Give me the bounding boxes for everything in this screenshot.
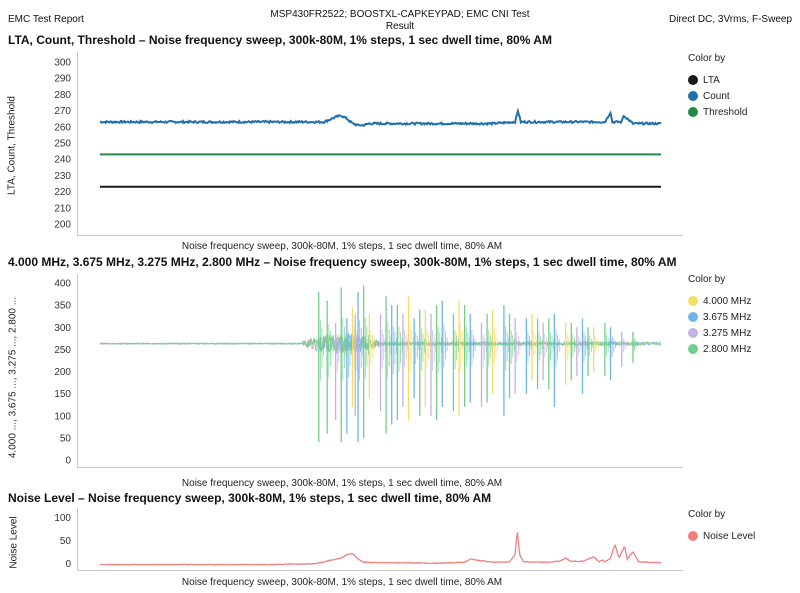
- chart3-title: Noise Level – Noise frequency sweep, 300…: [8, 491, 492, 505]
- chart1-y-tick-300: 300: [54, 58, 71, 69]
- chart2-legend-swatch: [688, 328, 698, 338]
- chart1-y-axis-label: LTA, Count, Threshold: [6, 96, 18, 195]
- chart2-y-tick-50: 50: [60, 433, 72, 444]
- chart1-legend-item[interactable]: Threshold: [688, 104, 747, 120]
- chart3-legend-item[interactable]: Noise Level: [688, 528, 755, 544]
- chart2-y-tick-0: 0: [65, 456, 71, 467]
- chart3-y-tick-0: 0: [65, 559, 71, 570]
- chart1-y-tick-250: 250: [54, 139, 71, 150]
- chart1-legend-swatch: [688, 107, 698, 117]
- chart1-y-tick-280: 280: [54, 90, 71, 101]
- chart2-legend-item[interactable]: 3.675 MHz: [688, 309, 751, 325]
- chart3-x-axis-label: Noise frequency sweep, 300k-80M, 1% step…: [181, 577, 503, 588]
- chart1-legend-title: Color by: [688, 53, 726, 64]
- chart2-legend-swatch: [688, 296, 698, 306]
- chart2-y-tick-150: 150: [54, 389, 71, 400]
- chart3-legend: Color by Noise Level: [688, 509, 755, 544]
- chart1-legend-swatch: [688, 75, 698, 85]
- chart2-plot-area: 0 50 100 150 200 250 300 350 400: [54, 274, 683, 468]
- chart1-y-tick-260: 260: [54, 122, 71, 133]
- chart1-y-tick-230: 230: [54, 171, 71, 182]
- chart2-y-tick-300: 300: [54, 323, 71, 334]
- chart1-legend-label: Count: [703, 90, 730, 102]
- chart2-y-tick-350: 350: [54, 301, 71, 312]
- chart2-legend-label: 2.800 MHz: [703, 343, 752, 355]
- chart1-legend-item[interactable]: Count: [688, 88, 747, 104]
- chart2-legend-swatch: [688, 344, 698, 354]
- chart3-plot-area: 0 50 100: [54, 508, 683, 571]
- chart2-legend-title: Color by: [688, 274, 726, 285]
- chart3-series-noise-level-line: [99, 532, 662, 566]
- chart1-legend-swatch: [688, 91, 698, 101]
- chart3-y-tick-50: 50: [60, 536, 72, 547]
- chart1-y-tick-200: 200: [54, 220, 71, 231]
- subtitle-line-2: Result: [385, 21, 415, 32]
- chart2-y-tick-200: 200: [54, 367, 71, 378]
- report-title: EMC Test Report: [8, 14, 84, 25]
- chart1-x-axis-label: Noise frequency sweep, 300k-80M, 1% step…: [181, 241, 503, 252]
- chart1-legend-item[interactable]: LTA: [688, 72, 747, 88]
- chart3-legend-label: Noise Level: [703, 530, 756, 542]
- chart1-y-tick-220: 220: [54, 187, 71, 198]
- chart2-y-tick-250: 250: [54, 345, 71, 356]
- chart2-svg: 0 50 100 150 200 250 300 350 400: [54, 279, 662, 467]
- chart3-y-tick-100: 100: [54, 513, 71, 524]
- chart2-legend-label: 4.000 MHz: [703, 295, 752, 307]
- subtitle-line-1: MSP430FR2522; BOOSTXL-CAPKEYPAD; EMC CNI…: [270, 9, 530, 20]
- chart1-legend-label: LTA: [703, 74, 720, 86]
- chart1-y-tick-240: 240: [54, 155, 71, 166]
- chart1-legend-label: Threshold: [703, 106, 748, 118]
- chart2-legend-item[interactable]: 3.275 MHz: [688, 325, 751, 341]
- chart2-legend: Color by 4.000 MHz 3.675 MHz 3.275 MHz 2.800…: [688, 274, 751, 357]
- chart3-y-axis-label: Noise Level: [8, 516, 20, 569]
- chart2-legend-item[interactable]: 2.800 MHz: [688, 341, 751, 357]
- chart1-y-tick-290: 290: [54, 74, 71, 85]
- chart1-y-tick-210: 210: [54, 203, 71, 214]
- chart1-plot-area: 200 210 220 230 240 250 260 270 280 290 300: [54, 52, 683, 236]
- chart1-svg: 200 210 220 230 240 250 260 270 280 290 300: [54, 58, 662, 231]
- chart2-y-tick-100: 100: [54, 411, 71, 422]
- chart1-y-tick-270: 270: [54, 106, 71, 117]
- chart2-legend-swatch: [688, 312, 698, 322]
- chart2-legend-label: 3.275 MHz: [703, 327, 752, 339]
- chart1-legend: Color by LTA Count Threshold: [688, 53, 747, 120]
- report-subtitle: MSP430FR2522; BOOSTXL-CAPKEYPAD; EMC CNI…: [250, 9, 550, 33]
- chart3-svg: 0 50 100: [54, 513, 662, 570]
- chart2-legend-label: 3.675 MHz: [703, 311, 752, 323]
- chart1-title: LTA, Count, Threshold – Noise frequency …: [8, 33, 552, 47]
- chart1-series-count-line: [99, 107, 662, 128]
- chart3-legend-swatch: [688, 531, 698, 541]
- report-condition: Direct DC, 3Vrms, F-Sweep: [669, 14, 792, 25]
- chart2-x-axis-label: Noise frequency sweep, 300k-80M, 1% step…: [181, 478, 503, 489]
- chart2-y-tick-400: 400: [54, 279, 71, 290]
- chart2-title: 4.000 MHz, 3.675 MHz, 3.275 MHz, 2.800 M…: [8, 255, 677, 269]
- chart3-legend-title: Color by: [688, 509, 726, 520]
- chart2-y-axis-label: 4.000 ..., 3.675 ..., 3.275 ..., 2.800 .…: [7, 296, 19, 459]
- chart2-legend-item[interactable]: 4.000 MHz: [688, 293, 751, 309]
